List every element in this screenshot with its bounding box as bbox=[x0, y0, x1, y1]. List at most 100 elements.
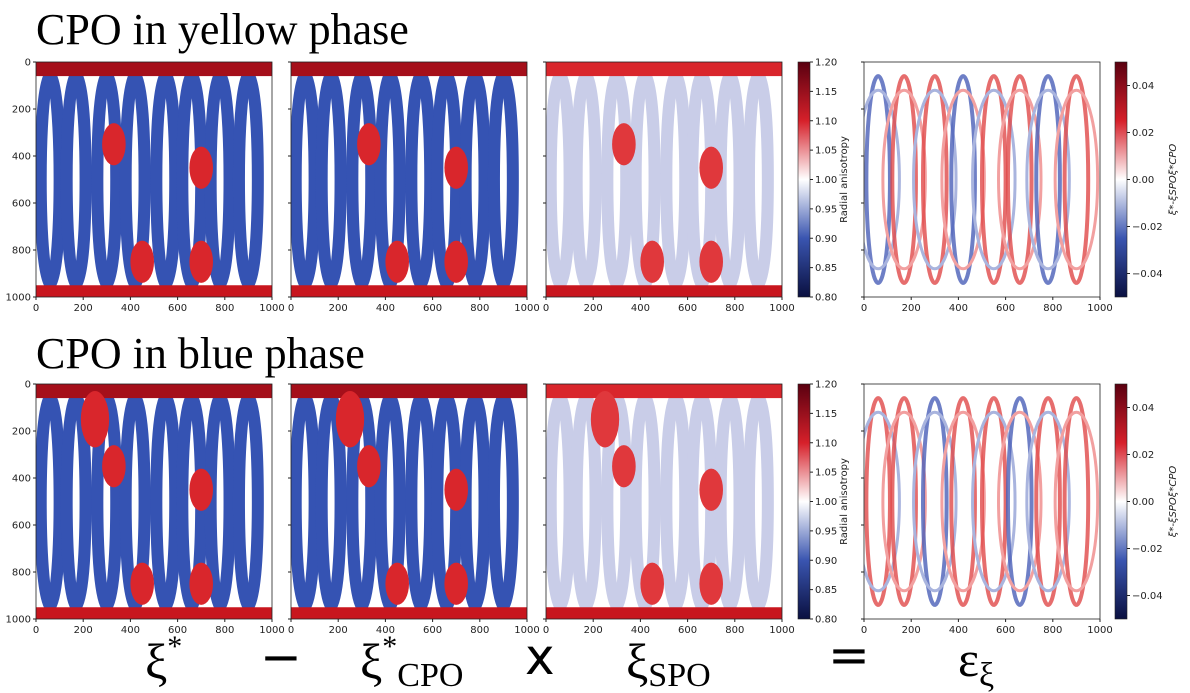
heatmap-band bbox=[890, 74, 918, 285]
colorbar-tick-label: −0.02 bbox=[1132, 544, 1163, 555]
panel-frame bbox=[545, 61, 783, 298]
heatmap-blob bbox=[699, 562, 723, 605]
heatmap-blob bbox=[189, 468, 213, 511]
x-tick-label: 800 bbox=[470, 303, 489, 314]
colorbar-tick-label: 0.04 bbox=[1132, 81, 1154, 92]
colorbar-tick-label: 0.00 bbox=[1132, 497, 1154, 508]
heatmap-blob bbox=[444, 468, 469, 511]
x-tick-label: 0 bbox=[861, 625, 867, 636]
x-tick-label: 600 bbox=[996, 625, 1015, 636]
x-tick-label: 1000 bbox=[514, 625, 539, 636]
heatmap-band bbox=[36, 607, 272, 619]
heatmap-band bbox=[1062, 74, 1091, 285]
colorbar-tick-label: 1.05 bbox=[815, 468, 837, 479]
y-tick-label: 600 bbox=[12, 521, 31, 532]
heatmap bbox=[546, 384, 782, 619]
heatmap-blob bbox=[612, 445, 636, 488]
y-tick-label: 800 bbox=[12, 246, 31, 257]
eq-term: ξ* bbox=[145, 630, 182, 689]
equation: ξ* − ξ*CPO x ξSPO = εξ bbox=[145, 626, 994, 693]
heatmap-blob bbox=[102, 123, 126, 166]
heatmap-band bbox=[912, 410, 958, 593]
x-tick-label: 0 bbox=[543, 303, 549, 314]
x-tick-label: 800 bbox=[470, 625, 489, 636]
heatmap-band bbox=[940, 410, 986, 593]
heatmap-band bbox=[291, 62, 527, 77]
x-tick-label: 1000 bbox=[1087, 303, 1112, 314]
x-tick-label: 800 bbox=[1043, 303, 1062, 314]
colorbar-label: ξ*-ξSPOξ*CPO bbox=[1168, 144, 1179, 217]
x-tick-label: 1000 bbox=[514, 303, 539, 314]
heatmap-blob bbox=[699, 146, 723, 189]
x-tick-label: 400 bbox=[949, 303, 968, 314]
colorbar-tick-label: 1.20 bbox=[815, 380, 837, 391]
y-tick-label: 200 bbox=[12, 105, 31, 116]
colorbar-tick-label: 0.00 bbox=[1132, 175, 1154, 186]
x-tick-label: 200 bbox=[902, 625, 921, 636]
eq-term: εξ bbox=[958, 631, 994, 693]
heatmap-band bbox=[881, 88, 927, 271]
heatmap-band bbox=[1053, 88, 1100, 271]
heatmap bbox=[291, 384, 527, 619]
y-tick-label: 0 bbox=[25, 380, 31, 391]
x-tick-label: 600 bbox=[423, 303, 442, 314]
heatmap bbox=[546, 62, 782, 297]
colorbar-tick-label: 0.80 bbox=[815, 293, 837, 304]
heatmap-band bbox=[921, 74, 949, 285]
x-tick-label: 200 bbox=[329, 625, 348, 636]
heatmap-band bbox=[546, 285, 782, 297]
heatmap-band bbox=[1025, 88, 1071, 271]
heatmap-band bbox=[36, 62, 272, 77]
x-tick-label: 800 bbox=[725, 625, 744, 636]
heatmap-blob bbox=[130, 562, 154, 605]
x-tick-label: 200 bbox=[902, 303, 921, 314]
eq-term: ξ*CPO bbox=[360, 630, 463, 693]
y-tick-label: 600 bbox=[12, 199, 31, 210]
heatmap-band bbox=[1005, 74, 1034, 285]
heatmap-blob bbox=[699, 240, 723, 283]
colorbar-tick-label: 0.02 bbox=[1132, 450, 1154, 461]
heatmap-band bbox=[997, 88, 1043, 271]
colorbar-tick-label: 1.20 bbox=[815, 58, 837, 69]
colorbar-tick-label: 1.00 bbox=[815, 175, 837, 186]
heatmap bbox=[36, 62, 272, 297]
heatmap-band bbox=[1025, 410, 1071, 593]
x-tick-label: 0 bbox=[33, 625, 39, 636]
colorbar-tick-label: 0.95 bbox=[815, 526, 837, 537]
panel-frame bbox=[35, 61, 273, 298]
colorbar-tick-label: 1.10 bbox=[815, 438, 837, 449]
y-tick-label: 1000 bbox=[6, 293, 31, 304]
colorbar-label: Radial anisotropy bbox=[839, 136, 850, 223]
heatmap-blob bbox=[444, 562, 469, 605]
panel-frame bbox=[863, 61, 1101, 298]
x-tick-label: 600 bbox=[678, 303, 697, 314]
colorbar-tick-label: 1.00 bbox=[815, 497, 837, 508]
heatmap-band bbox=[980, 396, 1008, 607]
heatmap-blob bbox=[640, 562, 664, 605]
colorbar-tick-label: 1.15 bbox=[815, 87, 837, 98]
heatmap-band bbox=[546, 384, 782, 399]
colorbar-tick-label: −0.04 bbox=[1132, 591, 1163, 602]
x-tick-label: 1000 bbox=[259, 303, 284, 314]
heatmap-band bbox=[864, 88, 901, 271]
heatmap-band bbox=[864, 396, 892, 607]
panel-frame bbox=[290, 61, 528, 298]
heatmap-blob bbox=[189, 146, 213, 189]
x-tick-label: 200 bbox=[74, 303, 93, 314]
heatmap-band bbox=[546, 607, 782, 619]
panel-frame bbox=[290, 383, 528, 620]
heatmap-blob bbox=[590, 391, 620, 448]
x-tick-label: 800 bbox=[1043, 625, 1062, 636]
colorbar-tick-label: 0.80 bbox=[815, 615, 837, 626]
colorbar bbox=[797, 61, 811, 298]
colorbar bbox=[1114, 383, 1128, 620]
heatmap bbox=[864, 384, 1100, 619]
heatmap-band bbox=[1062, 396, 1091, 607]
x-tick-label: 600 bbox=[423, 625, 442, 636]
heatmap-blob bbox=[80, 391, 110, 448]
heatmap-band bbox=[949, 74, 977, 285]
x-tick-label: 1000 bbox=[769, 303, 794, 314]
heatmap-blob bbox=[102, 445, 126, 488]
heatmap-band bbox=[864, 74, 892, 285]
